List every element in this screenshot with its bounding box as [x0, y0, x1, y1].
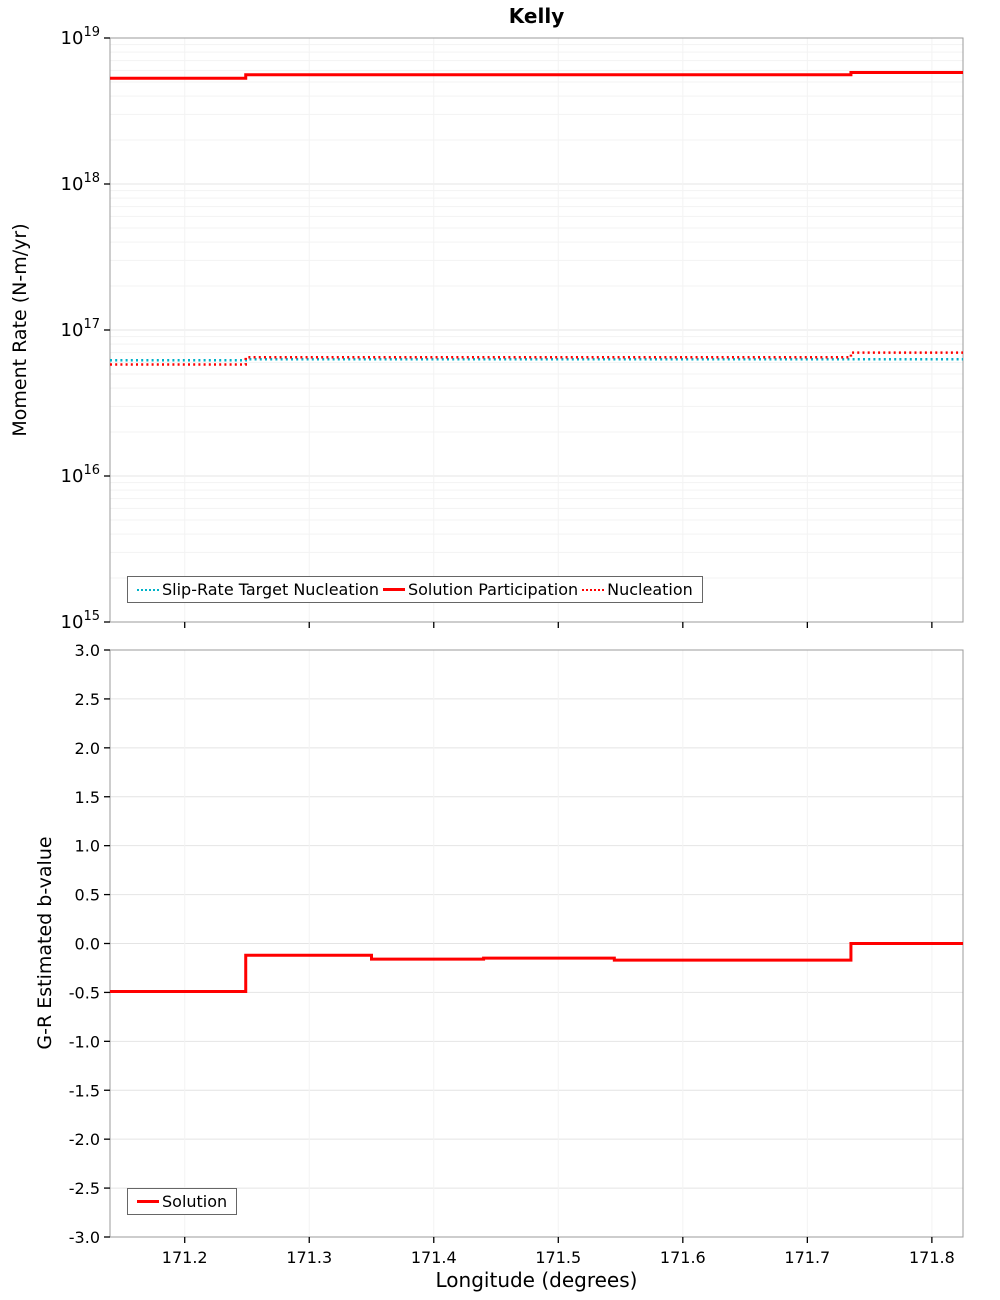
y-tick-label: 2.0	[75, 739, 100, 758]
x-tick-label: 171.7	[784, 1248, 830, 1267]
legend-item: Solution Participation	[382, 580, 579, 599]
legend-swatch-dotted	[137, 588, 159, 591]
y-tick-label: -2.5	[69, 1179, 100, 1198]
x-tick-label: 171.2	[162, 1248, 208, 1267]
y-tick-label: 3.0	[75, 641, 100, 660]
x-tick-label: 171.4	[411, 1248, 457, 1267]
x-tick-label: 171.8	[909, 1248, 955, 1267]
x-tick-label: 171.5	[535, 1248, 581, 1267]
legend-label: Slip-Rate Target Nucleation	[162, 580, 379, 599]
chart-title: Kelly	[508, 4, 565, 28]
y-tick-label: -0.5	[69, 983, 100, 1002]
legend-item: Nucleation	[582, 580, 693, 599]
y-tick-label: 1019	[61, 25, 100, 49]
legend-label: Nucleation	[607, 580, 693, 599]
y-tick-label: 1.0	[75, 837, 100, 856]
x-tick-label: 171.6	[660, 1248, 706, 1267]
y-tick-label: -3.0	[69, 1228, 100, 1247]
legend-item: Slip-Rate Target Nucleation	[137, 580, 379, 599]
y-tick-label: -2.0	[69, 1130, 100, 1149]
legend-label: Solution	[162, 1192, 228, 1211]
y-tick-label: 2.5	[75, 690, 100, 709]
series-slip-rate-target-nucleation	[110, 358, 963, 362]
legend-swatch-dotted	[582, 588, 605, 591]
y-tick-label: 1018	[61, 171, 100, 195]
legend-swatch-solid	[382, 588, 405, 591]
plot: 1015 1016 1017 1018 1019	[61, 25, 964, 633]
legend-swatch-solid	[137, 1200, 159, 1203]
plot: -3.0 -2.5 -2.0 -1.5 -1.0 -0.5 0.0 0.5 1.0 1.5 2.0 2…	[69, 641, 964, 1267]
y-axis-label-b-value: G-R Estimated b-value	[34, 836, 56, 1050]
legend-item: Solution	[137, 1192, 227, 1211]
y-tick-label: 1017	[61, 317, 100, 341]
y-tick-label: 1016	[61, 463, 100, 487]
y-axis-label-moment-rate: Moment Rate (N-m/yr)	[9, 223, 31, 437]
legend-bottom: Solution	[127, 1188, 238, 1215]
series-solution	[110, 942, 963, 993]
legend-top: Slip-Rate Target Nucleation Solution Part…	[127, 576, 703, 603]
y-tick-label: -1.0	[69, 1032, 100, 1051]
x-axis-label: Longitude (degrees)	[435, 1268, 638, 1292]
x-tick-label: 171.3	[286, 1248, 332, 1267]
y-tick-label: 0.5	[75, 886, 100, 905]
series-nucleation	[110, 351, 963, 366]
y-tick-label: 1.5	[75, 788, 100, 807]
legend-label: Solution Participation	[407, 580, 579, 599]
y-tick-label: -1.5	[69, 1081, 100, 1100]
y-tick-label: 1015	[61, 609, 100, 633]
y-tick-label: 0.0	[75, 935, 100, 954]
series-solution-participation	[110, 71, 963, 80]
